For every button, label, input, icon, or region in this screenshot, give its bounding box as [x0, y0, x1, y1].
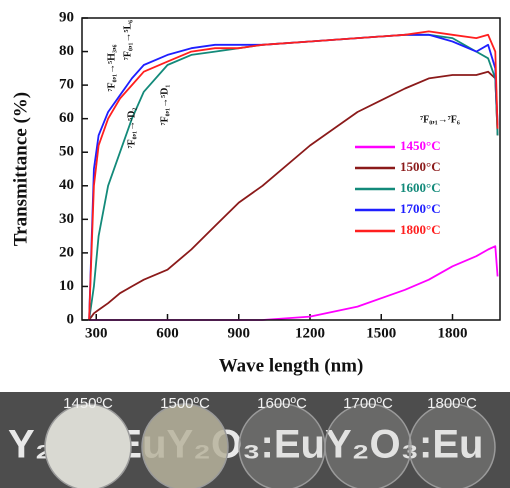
annotation: ⁷F₀,₁→⁵H₃,₆: [106, 45, 117, 92]
y-tick-label: 20: [59, 244, 74, 260]
series-line: [88, 33, 499, 321]
legend-label: 1450°C: [400, 138, 441, 153]
x-tick-label: 1200: [295, 325, 325, 341]
y-axis-label: Transmittance (%): [10, 92, 31, 246]
annotation: ⁷F₀,₁→⁵D₁: [159, 85, 170, 126]
x-axis-label: Wave length (nm): [219, 355, 364, 376]
y-tick-label: 60: [59, 110, 74, 126]
x-tick-label: 1500: [366, 325, 396, 341]
y-tick-label: 80: [59, 43, 74, 59]
x-tick-label: 600: [156, 325, 179, 341]
sample-label: 1450ºC: [63, 395, 113, 412]
series-line: [89, 245, 499, 321]
plot-frame: [81, 17, 501, 321]
y-tick-label: 10: [59, 278, 74, 294]
sample-disc: [44, 403, 132, 488]
sample-disc: [238, 403, 326, 488]
y-tick-label: 40: [59, 177, 74, 193]
y-tick-label: 30: [59, 211, 74, 227]
sample-label: 1500ºC: [160, 395, 210, 412]
y-tick-label: 50: [59, 144, 74, 160]
annotation: ⁷F₀,₁→⁵L₆: [122, 20, 133, 60]
series-line: [88, 70, 499, 321]
annotation: ⁷F₀,₁→⁵D₂: [126, 108, 137, 149]
legend-label: 1500°C: [400, 159, 441, 174]
sample-label: 1600ºC: [257, 395, 307, 412]
x-tick-label: 300: [85, 325, 108, 341]
y-tick-label: 70: [59, 77, 74, 93]
legend-label: 1700°C: [400, 201, 441, 216]
sample-label: 1700ºC: [343, 395, 393, 412]
legend-label: 1800°C: [400, 222, 441, 237]
x-tick-label: 900: [228, 325, 251, 341]
sample-label: 1800ºC: [427, 395, 477, 412]
y-tick-label: 0: [67, 311, 75, 327]
x-tick-label: 1800: [438, 325, 468, 341]
legend-label: 1600°C: [400, 180, 441, 195]
y-tick-label: 90: [59, 9, 74, 25]
series-line: [88, 30, 499, 321]
sample-disc: [141, 403, 229, 488]
sample-disc: [408, 403, 496, 488]
annotation: ⁷F₀,₁→⁷F₆: [420, 114, 460, 125]
sample-disc: [324, 403, 412, 488]
